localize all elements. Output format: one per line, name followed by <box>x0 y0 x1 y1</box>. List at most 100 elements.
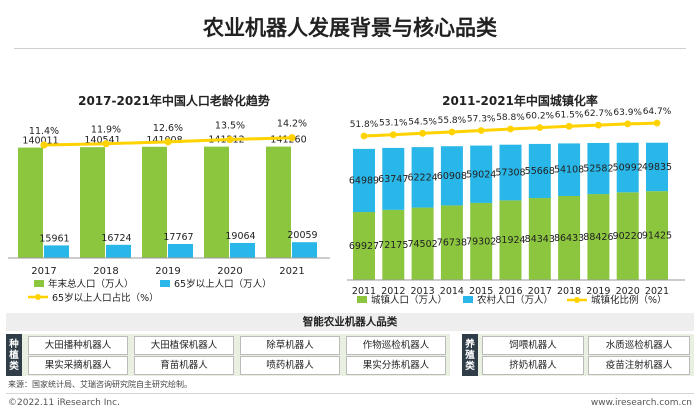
ratio-point <box>40 141 48 149</box>
ratio-point <box>595 121 602 129</box>
legend-swatch-urban <box>357 296 367 303</box>
legend-point-ratio <box>574 297 580 303</box>
legend-swatch-rural <box>463 296 473 303</box>
ratio-label: 61.5% <box>555 110 584 120</box>
urban-pop-label: 86433 <box>554 233 584 244</box>
ratio-point <box>389 131 397 139</box>
legend-label-rural: 农村人口（万人） <box>477 294 553 306</box>
ratio-point <box>288 134 296 142</box>
rural-pop-bar <box>411 147 434 208</box>
x-tick-label: 2018 <box>93 266 118 277</box>
urban-pop-label: 90220 <box>613 231 643 242</box>
ratio-point <box>477 127 485 134</box>
rural-pop-bar <box>440 146 463 206</box>
robot-item: 水质巡检机器人 <box>588 336 690 355</box>
robot-item: 疫苗注射机器人 <box>588 356 690 375</box>
rural-pop-bar <box>499 144 522 201</box>
robot-item: 果实采摘机器人 <box>28 356 128 375</box>
x-tick-label: 2019 <box>586 286 610 297</box>
robot-item: 大田植保机器人 <box>134 336 234 355</box>
rural-pop-label: 55668 <box>525 166 555 177</box>
legend-label-total: 年末总人口（万人） <box>48 278 134 290</box>
total-pop-bar <box>142 146 167 258</box>
ratio-label: 58.8% <box>496 113 525 123</box>
left-chart-title: 2017-2021年中国人口老龄化趋势 <box>78 94 270 108</box>
ratio-label: 64.7% <box>643 107 672 117</box>
x-tick-label: 2017 <box>528 286 552 297</box>
urbanization-chart: 69927 64989 2011 51.8% 72175 63747 2012 53.1% 74… <box>347 107 685 306</box>
rural-pop-label: 63747 <box>378 174 408 185</box>
urban-pop-bar <box>440 205 463 280</box>
legend-swatch-total <box>34 280 44 287</box>
ratio-point <box>419 129 426 137</box>
urban-pop-label: 91425 <box>642 231 672 242</box>
ratio-point <box>164 138 172 146</box>
robot-item: 作物巡检机器人 <box>346 336 446 355</box>
elderly-pop-bar <box>44 245 69 258</box>
urban-pop-bar <box>528 198 551 280</box>
robot-item: 育苗机器人 <box>134 356 234 375</box>
rural-pop-label: 62224 <box>407 172 437 183</box>
urban-pop-label: 74502 <box>407 239 437 250</box>
ratio-point <box>226 135 234 144</box>
rural-pop-bar <box>616 142 639 193</box>
x-tick-label: 2015 <box>469 286 493 297</box>
elderly-pop-label: 15961 <box>39 233 69 244</box>
legend-label-urban: 城镇人口（万人） <box>371 294 447 306</box>
robot-category-header: 智能农业机器人品类 <box>6 313 694 331</box>
rural-pop-label: 52582 <box>583 164 613 175</box>
urban-pop-bar <box>587 194 610 280</box>
ratio-point <box>536 124 544 131</box>
breeding-label: 养殖类 <box>462 334 478 376</box>
urban-pop-label: 81924 <box>495 235 525 246</box>
x-tick-label: 2014 <box>440 286 464 297</box>
urban-pop-bar <box>646 191 668 280</box>
ratio-point <box>565 122 573 130</box>
rural-pop-label: 50992 <box>613 163 643 174</box>
urban-pop-label: 69927 <box>349 241 379 252</box>
urban-pop-bar <box>499 200 522 280</box>
elderly-pop-bar <box>230 242 255 258</box>
page-title: 农业机器人发展背景与核心品类 <box>203 16 497 40</box>
rural-pop-bar <box>587 142 610 195</box>
robot-item: 果实分拣机器人 <box>346 356 446 375</box>
legend-label-elderly: 65岁以上人口（万人） <box>174 278 272 290</box>
rural-pop-label: 54108 <box>554 165 584 176</box>
total-pop-label: 141008 <box>146 135 182 146</box>
legend-swatch-elderly <box>160 280 170 287</box>
robot-item: 挤奶机器人 <box>482 356 584 375</box>
rural-pop-label: 57308 <box>495 168 525 179</box>
legend-label-ratio: 城镇化比例（%） <box>591 294 667 306</box>
urban-pop-label: 88426 <box>583 232 613 243</box>
right-chart-title: 2011-2021年中国城镇化率 <box>442 94 598 108</box>
urban-pop-bar <box>616 192 639 280</box>
urban-pop-bar <box>411 207 434 280</box>
x-tick-label: 2020 <box>616 286 640 297</box>
ratio-point <box>448 128 456 136</box>
total-pop-bar <box>18 147 43 258</box>
total-pop-label: 140011 <box>22 136 58 147</box>
ratio-label: 57.3% <box>467 115 496 125</box>
rural-pop-bar <box>646 142 668 192</box>
rural-pop-label: 64989 <box>349 175 379 186</box>
ratio-label: 60.2% <box>526 112 555 122</box>
urban-pop-label: 79302 <box>466 236 496 247</box>
rural-pop-bar <box>528 143 551 199</box>
elderly-pop-bar <box>292 242 317 258</box>
robot-item: 除草机器人 <box>240 336 340 355</box>
urban-pop-label: 72175 <box>378 240 408 251</box>
x-tick-label: 2021 <box>645 286 669 297</box>
ratio-label: 12.6% <box>153 123 183 134</box>
urban-pop-bar <box>558 196 581 280</box>
robot-item: 喷药机器人 <box>240 356 340 375</box>
x-tick-label: 2018 <box>557 286 581 297</box>
robot-item: 饲喂机器人 <box>482 336 584 355</box>
ratio-label: 13.5% <box>215 121 245 132</box>
x-tick-label: 2017 <box>31 266 56 277</box>
total-pop-label: 140541 <box>84 135 120 146</box>
urban-pop-label: 84343 <box>525 234 555 245</box>
ratio-point <box>624 120 632 128</box>
footer-divider <box>6 393 694 394</box>
legend-point-ratio <box>35 294 41 300</box>
urban-pop-bar <box>470 202 493 280</box>
